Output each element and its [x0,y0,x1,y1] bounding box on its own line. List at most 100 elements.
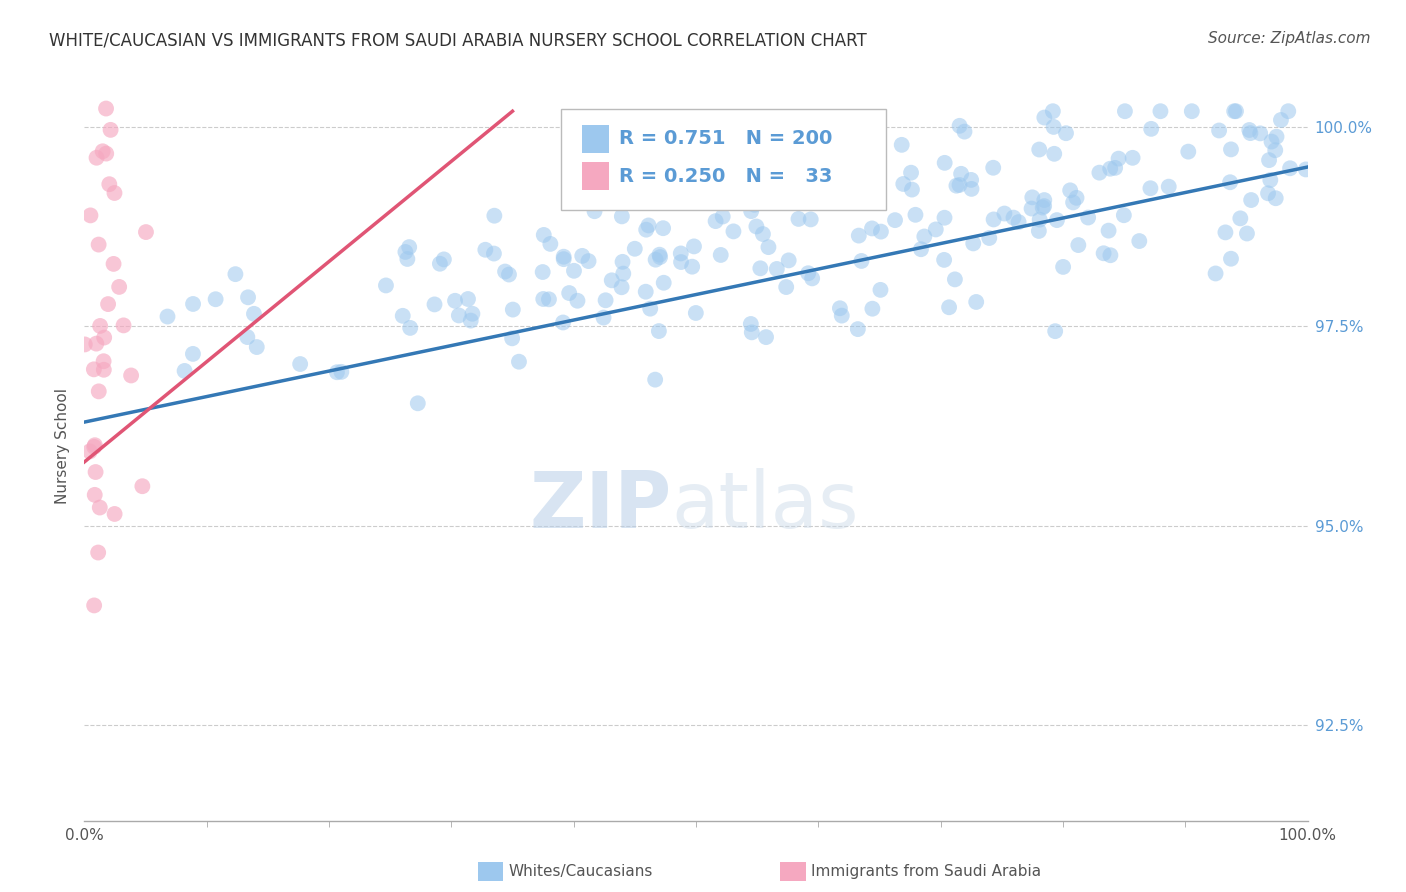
Point [93,354,115,368]
Point [925,222,948,236]
Point [94,102,117,116]
Point [236,330,259,344]
Point [538,236,561,251]
Point [583,204,606,219]
Point [755,330,778,344]
Point [1028,143,1050,157]
Point [749,261,772,276]
Point [797,266,820,280]
Point [869,283,891,297]
Point [103,186,125,200]
Text: ZIP: ZIP [529,468,672,544]
Point [398,240,420,254]
Point [766,262,789,277]
Point [910,242,932,256]
Point [399,321,422,335]
Point [93,363,115,377]
Point [1099,248,1122,262]
Point [801,271,824,285]
Point [711,210,734,224]
Point [1059,183,1081,197]
Point [1028,224,1050,238]
FancyBboxPatch shape [561,109,886,210]
Point [683,239,706,253]
Point [1066,191,1088,205]
Text: Immigrants from Saudi Arabia: Immigrants from Saudi Arabia [811,864,1042,879]
Point [482,246,505,260]
Point [652,276,675,290]
Point [831,309,853,323]
Point [860,221,883,235]
Point [1108,152,1130,166]
Point [1140,121,1163,136]
Point [1260,135,1282,149]
Point [948,178,970,192]
Point [1046,213,1069,227]
Point [91,145,114,159]
Point [778,253,800,268]
Point [93,330,115,344]
Point [948,119,970,133]
Point [84,465,107,479]
Point [890,137,912,152]
Point [1007,215,1029,229]
Point [83,488,105,502]
Point [981,161,1004,175]
Point [1021,190,1043,204]
Point [685,306,707,320]
Point [1257,186,1279,201]
Point [1112,208,1135,222]
Point [1249,127,1271,141]
Point [669,255,692,269]
Point [423,297,446,311]
Point [73,337,96,351]
Point [1258,153,1281,168]
Point [87,384,110,399]
Point [1265,129,1288,144]
Point [83,599,105,613]
Point [288,357,311,371]
Point [498,268,520,282]
Point [391,309,413,323]
Point [595,293,617,308]
Point [87,545,110,559]
Point [1258,173,1281,187]
Point [508,354,530,368]
Point [787,211,810,226]
Point [938,300,960,314]
Point [1033,193,1056,207]
Point [156,310,179,324]
Point [943,272,966,286]
Point [89,500,111,515]
Point [644,252,666,267]
Point [775,280,797,294]
Point [447,309,470,323]
Point [934,211,956,225]
Point [1128,234,1150,248]
Point [89,318,111,333]
Point [103,257,125,271]
Point [1219,175,1241,189]
Point [1215,226,1237,240]
Point [502,302,524,317]
Point [1157,179,1180,194]
Point [181,297,204,311]
Point [839,153,862,168]
Point [1033,111,1056,125]
Point [79,444,101,458]
Point [860,301,883,316]
Point [610,210,633,224]
Point [953,125,976,139]
Point [851,254,873,268]
Point [960,182,983,196]
Point [98,178,121,192]
Point [848,228,870,243]
Point [433,252,456,267]
Point [83,362,105,376]
Point [1149,104,1171,119]
Point [1264,191,1286,205]
Text: R = 0.250   N =   33: R = 0.250 N = 33 [619,167,832,186]
Point [1042,104,1064,119]
Point [993,206,1015,220]
Point [1239,126,1261,140]
